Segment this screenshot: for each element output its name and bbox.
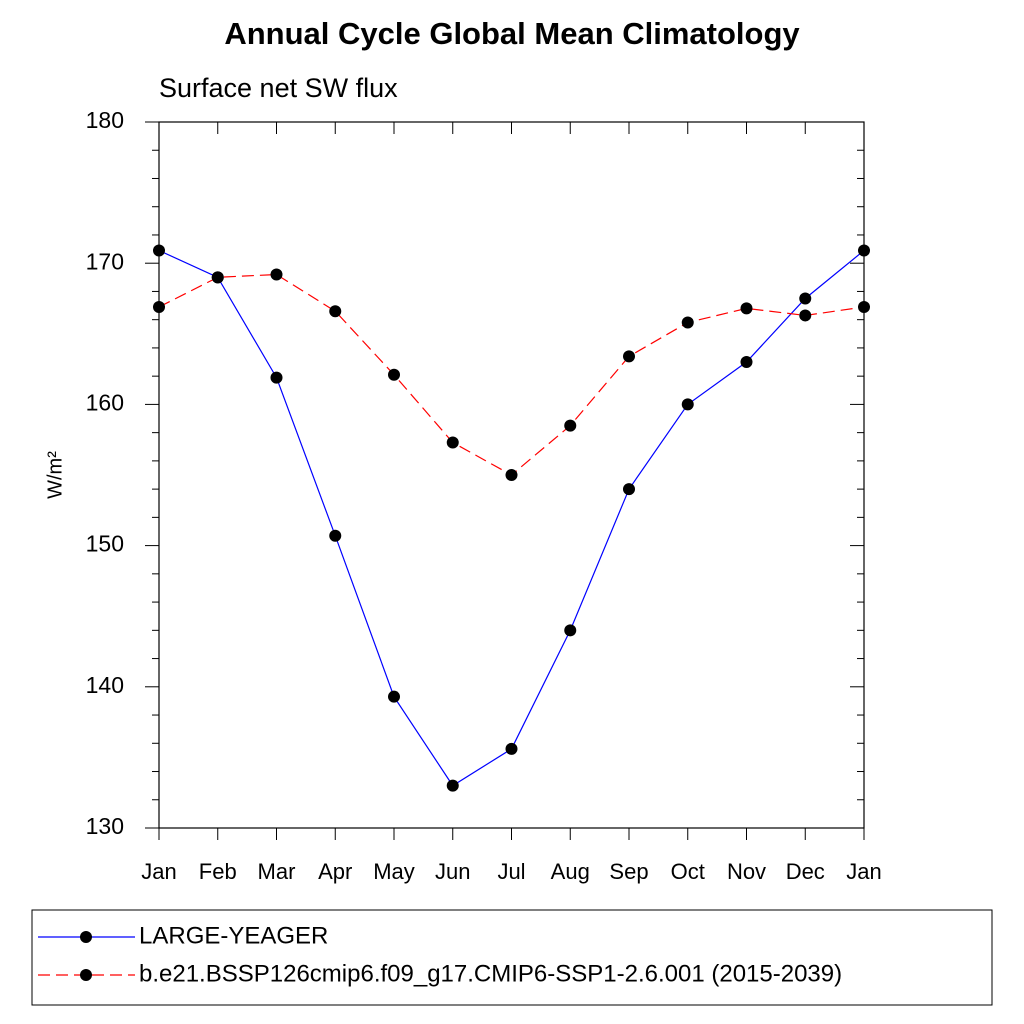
legend-box [31,909,993,1006]
x-tick-label: Dec [786,859,825,884]
chart-subtitle: Surface net SW flux [159,73,398,103]
data-point [564,419,577,432]
series-line [158,273,865,476]
x-tick-label: Nov [727,859,766,884]
data-point [740,356,753,369]
x-tick-label: Feb [199,859,237,884]
data-point [388,690,400,703]
data-point [799,309,812,322]
data-point [329,305,342,318]
data-point [858,244,870,257]
y-axis-label: W/m² [44,451,66,499]
y-tick-label: 150 [86,531,124,557]
legend-label: LARGE-YEAGER [139,922,328,949]
data-point [564,624,577,637]
x-tick-label: Jun [435,859,470,884]
data-point [446,436,459,449]
data-point [681,398,694,411]
x-tick-label: Apr [318,859,352,884]
data-point [505,742,518,755]
x-tick-label: May [373,859,415,884]
x-tick-label: Mar [258,859,296,884]
legend-label: b.e21.BSSP126cmip6.f09_g17.CMIP6-SSP1-2.… [139,960,842,987]
data-point [388,368,400,381]
x-tick-label: Jan [141,859,176,884]
data-point [270,268,283,281]
data-point [329,529,342,542]
x-tick-label: Sep [609,859,648,884]
data-point [858,300,870,313]
x-tick-label: Jan [846,859,881,884]
data-point [623,350,635,363]
data-point [681,316,694,329]
data-point [211,271,224,284]
data-point [799,292,812,305]
data-point [623,483,635,496]
x-tick-label: Aug [551,859,590,884]
y-tick-label: 130 [86,813,124,839]
y-tick-label: 180 [86,107,124,133]
data-point [270,371,283,384]
y-tick-label: 160 [86,389,124,415]
data-point [740,302,753,315]
y-tick-label: 140 [86,672,124,698]
legend-marker [80,969,92,981]
data-point [446,779,459,792]
chart-title: Annual Cycle Global Mean Climatology [224,16,800,51]
series-line [158,249,865,787]
data-point [505,469,518,481]
x-tick-label: Oct [671,859,705,884]
data-point [153,244,165,257]
y-tick-label: 170 [86,248,124,274]
legend-marker [80,931,92,943]
x-tick-label: Jul [497,859,525,884]
data-point [153,300,165,313]
